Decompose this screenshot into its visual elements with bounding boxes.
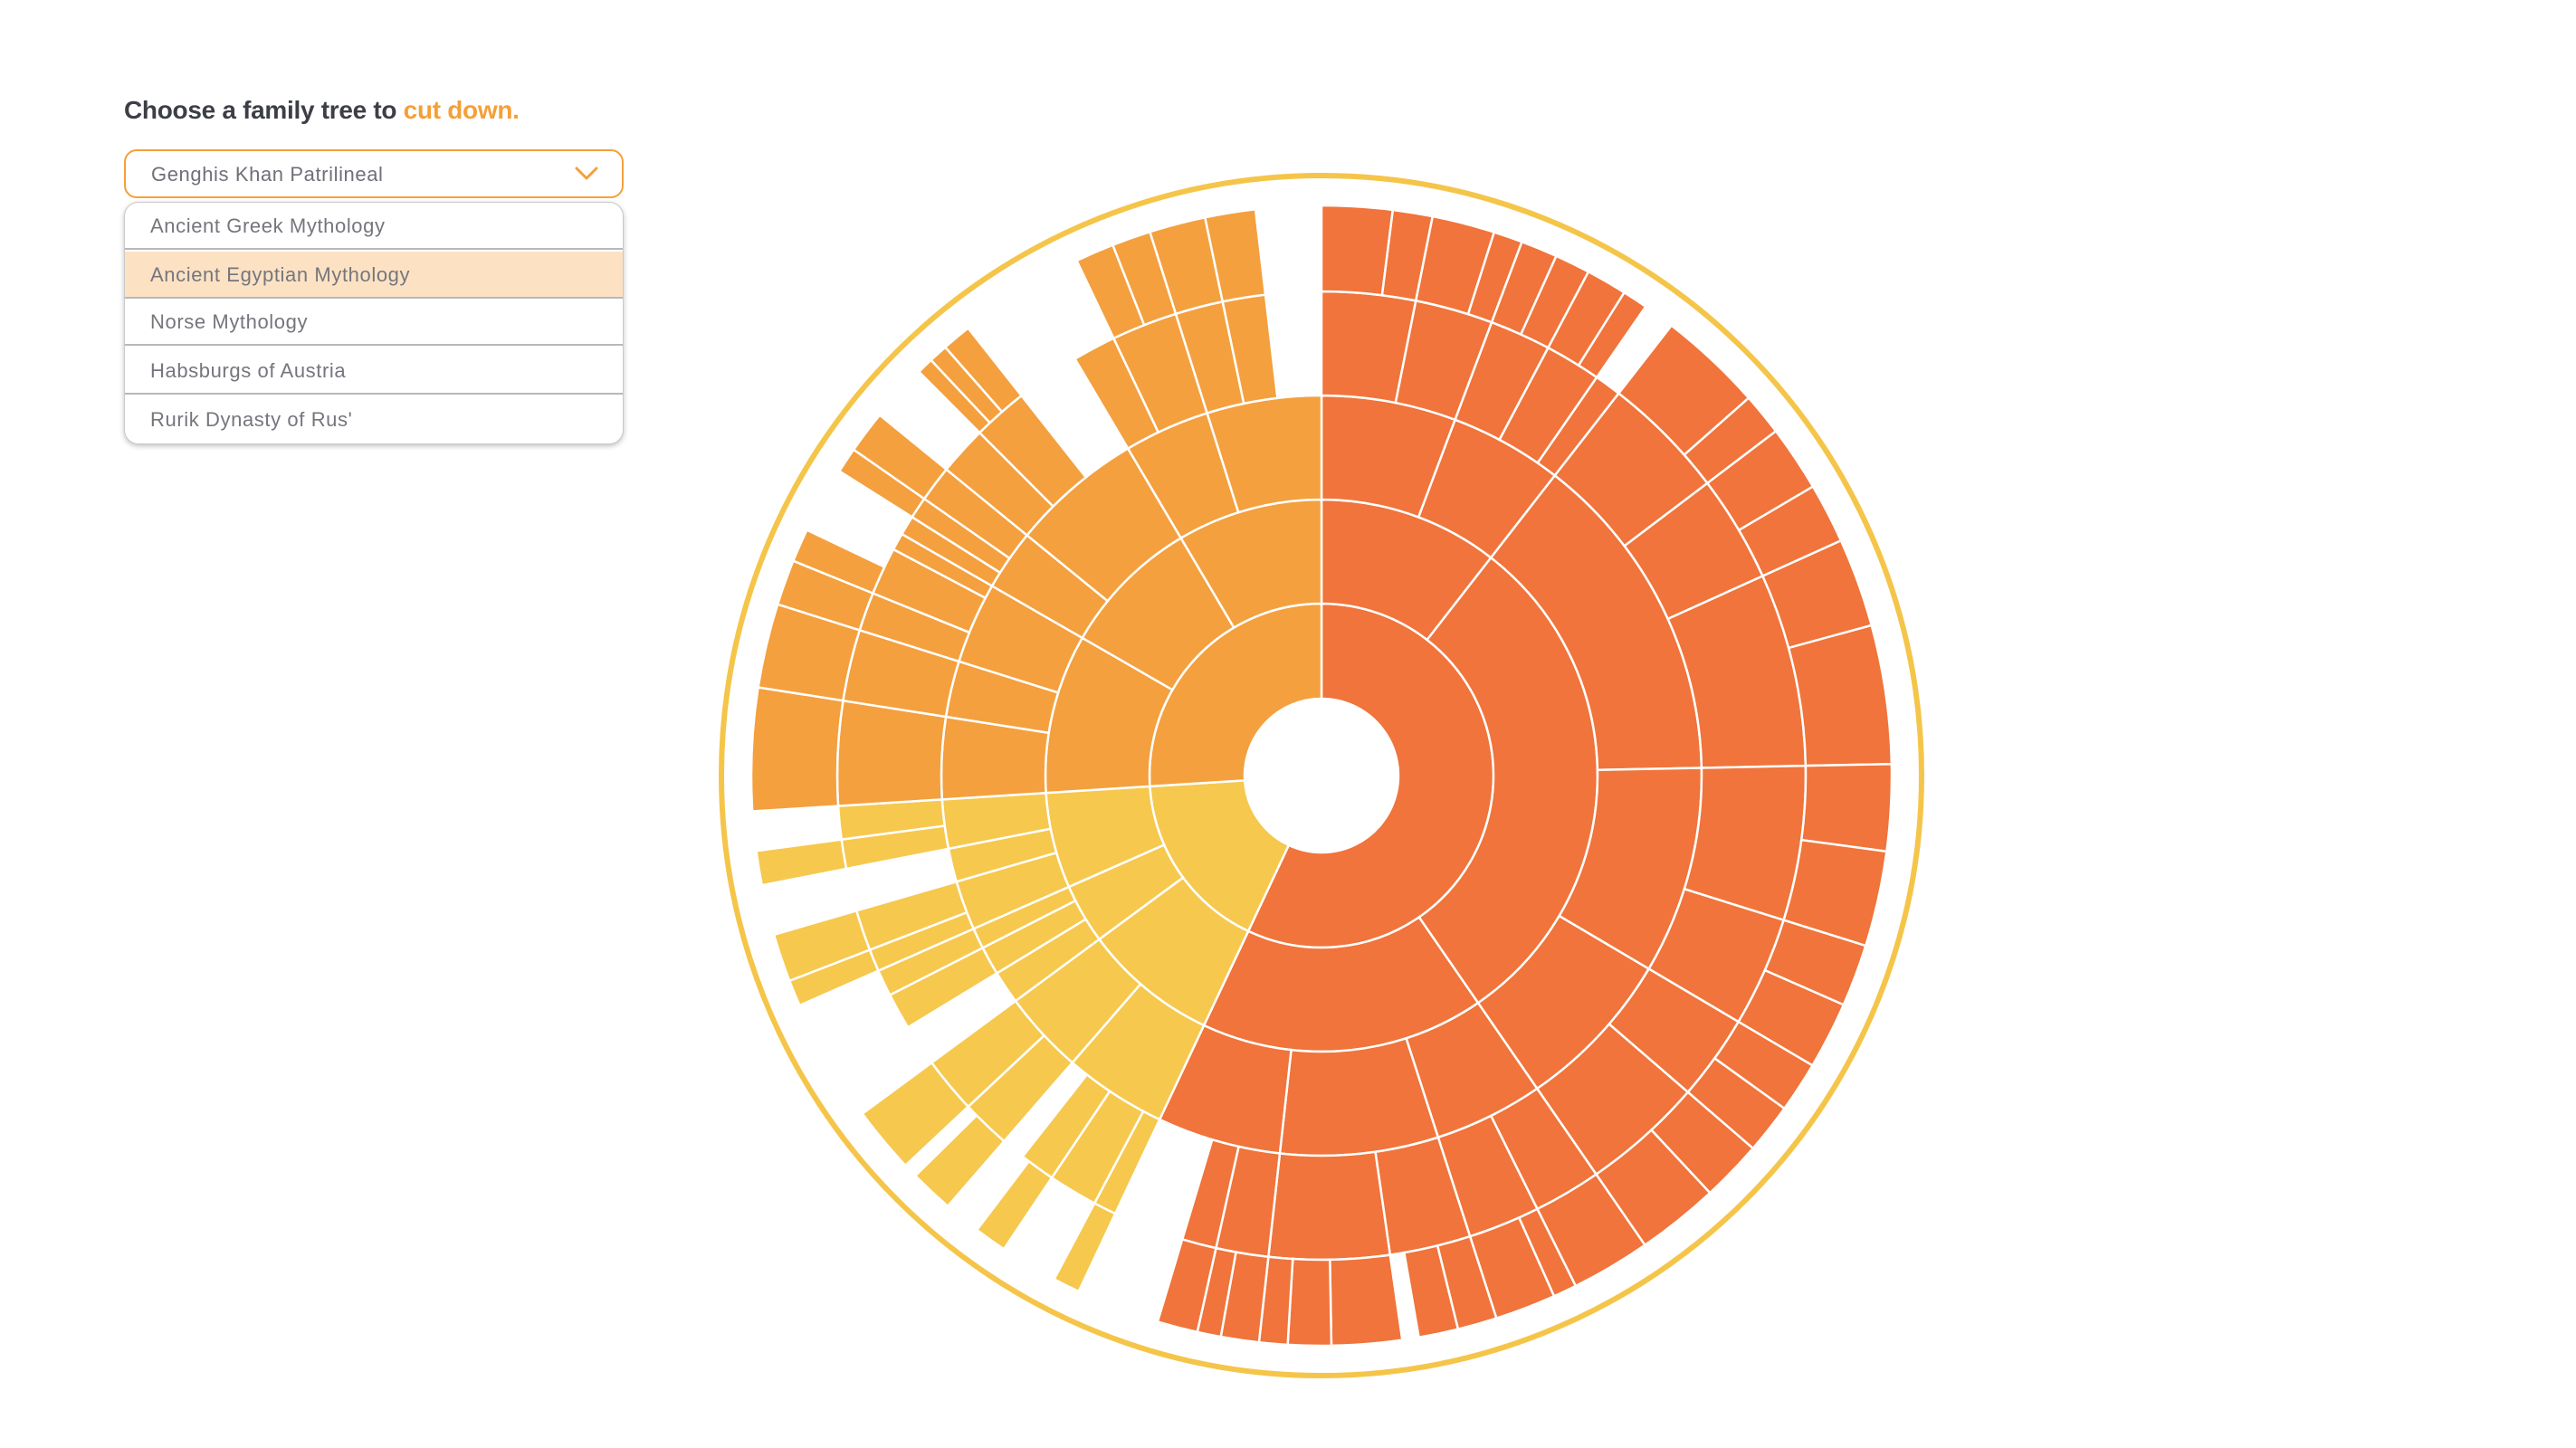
option-ancient-greek[interactable]: Ancient Greek Mythology (125, 203, 623, 250)
sunburst-branch-1-0-0-2-0[interactable] (975, 1159, 1054, 1251)
family-tree-select[interactable]: Genghis Khan Patrilineal (124, 149, 624, 198)
sunburst-branch-0-1-1-0-0[interactable] (1799, 762, 1894, 853)
sunburst-branch-0-1-0-2-1[interactable] (1787, 624, 1894, 767)
sunburst-branch-1-0-1-1-0[interactable] (861, 1061, 970, 1167)
sunburst-branch-1-0-0-0-0[interactable] (1052, 1201, 1117, 1293)
sunburst-branch-2-0-2-1-0[interactable] (791, 528, 886, 595)
sunburst-branch-2-0-0-0-0[interactable] (749, 686, 844, 813)
sunburst-branch-0-2-1-1-0[interactable] (1329, 1253, 1404, 1348)
sunburst-branch-0-0-0-0-0[interactable] (1320, 204, 1395, 297)
sunburst-branch-0-2-1-1[interactable] (1266, 1150, 1392, 1262)
select-value: Genghis Khan Patrilineal (151, 163, 384, 186)
sunburst-branch-0-2-2-1-0[interactable] (1156, 1237, 1217, 1334)
sunburst-branch-0-2-1-1-1[interactable] (1286, 1257, 1333, 1348)
sunburst-branch-2-2-1-1-0[interactable] (1203, 207, 1267, 303)
prompt-text: Choose a family tree to (124, 96, 404, 124)
page-prompt: Choose a family tree to cut down. (124, 96, 520, 125)
sunburst-branch-2-1-1-1-2[interactable] (943, 326, 1024, 414)
sunburst-branch-2-0-0-0[interactable] (835, 699, 948, 807)
sunburst-branch-1-0-1-0-0[interactable] (913, 1113, 1007, 1208)
option-norse[interactable]: Norse Mythology (125, 299, 623, 346)
family-tree-dropdown: Ancient Greek Mythology Ancient Egyptian… (124, 202, 624, 444)
sunburst-branch-1-2-0-1-0[interactable] (772, 909, 872, 983)
option-ancient-egyptian[interactable]: Ancient Egyptian Mythology (125, 252, 623, 299)
chevron-down-icon[interactable] (575, 167, 598, 181)
sunburst-branch-1-2-2-0-0[interactable] (755, 838, 848, 887)
outer-ring (719, 173, 1924, 1378)
sunburst-branch-0-2-1-0-1[interactable] (1402, 1243, 1460, 1339)
option-habsburgs[interactable]: Habsburgs of Austria (125, 348, 623, 395)
option-rurik[interactable]: Rurik Dynasty of Rus' (150, 408, 353, 431)
prompt-accent: cut down. (403, 96, 520, 124)
